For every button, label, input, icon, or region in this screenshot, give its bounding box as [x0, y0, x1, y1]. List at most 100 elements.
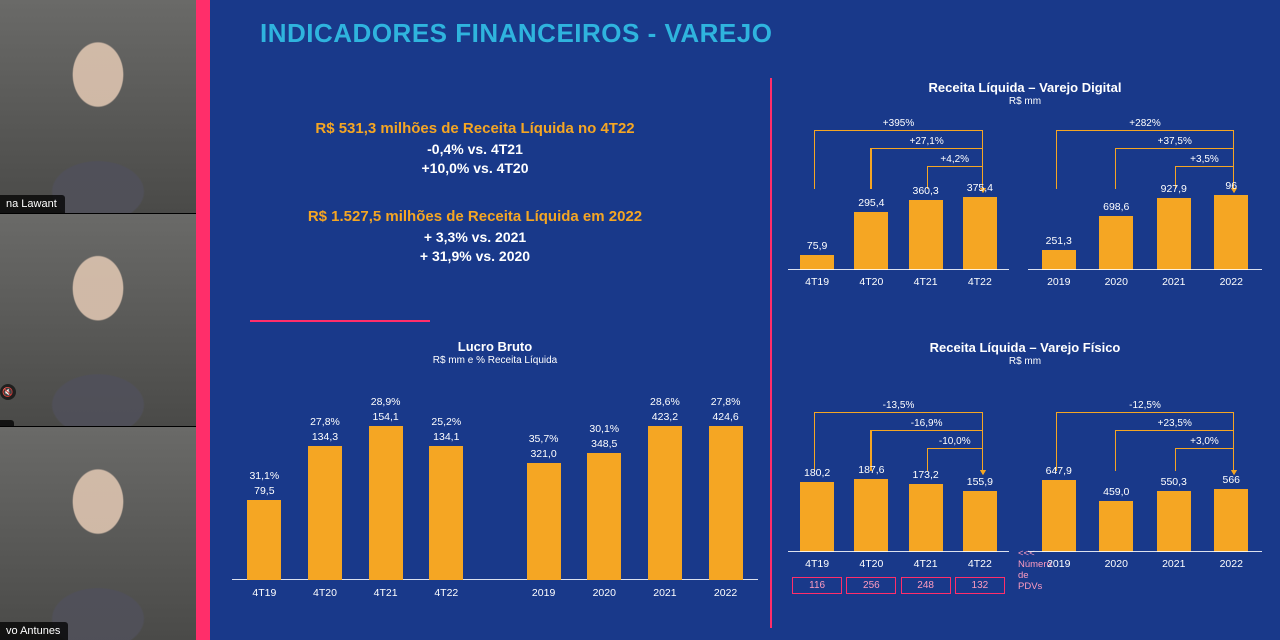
bar: 155,9	[956, 476, 1004, 552]
participants-panel: 🔇 na Lawant 🔇 🔇 vo Antunes	[0, 0, 196, 640]
bar-value: 423,2	[652, 411, 678, 423]
bar-value: 155,9	[967, 476, 993, 488]
bar: 375,4	[956, 182, 1004, 270]
bar-value: 295,4	[858, 197, 884, 209]
growth-bracket: -13,5%	[814, 412, 983, 413]
metric-line: + 31,9% vs. 2020	[260, 247, 690, 266]
bar-pct: 35,7%	[529, 433, 559, 445]
slide-title: INDICADORES FINANCEIROS - VAREJO	[260, 18, 772, 49]
chart-subtitle: R$ mm e % Receita Líquida	[230, 355, 760, 366]
bar-value: 173,2	[912, 469, 938, 481]
bar-label: 4T22	[956, 558, 1004, 570]
growth-bracket: +27,1%	[870, 148, 983, 149]
bar: 180,2	[793, 467, 841, 552]
growth-label: +27,1%	[910, 136, 944, 147]
pdv-cell: 116	[792, 577, 842, 594]
growth-label: -13,5%	[883, 400, 915, 411]
pdv-cell: 256	[846, 577, 896, 594]
bar-label: 4T19	[793, 558, 841, 570]
bar: 187,6	[847, 464, 895, 552]
bar-label: 4T19	[793, 276, 841, 288]
metrics-text-block: R$ 531,3 milhões de Receita Líquida no 4…	[260, 120, 690, 266]
bar-value: 79,5	[254, 485, 274, 497]
growth-bracket: -16,9%	[870, 430, 983, 431]
bar-value: 566	[1222, 474, 1240, 486]
section-subtitle-digital: R$ mm	[786, 96, 1264, 107]
bar-label: 2021	[1150, 558, 1198, 570]
participant-tile[interactable]: 🔇	[0, 214, 196, 428]
bar-label: 4T21	[374, 587, 398, 599]
growth-label: +37,5%	[1158, 136, 1192, 147]
bar-label: 4T22	[434, 587, 458, 599]
bar-pct: 28,6%	[650, 396, 680, 408]
bar: 75,9	[793, 240, 841, 270]
bar-label: 2020	[1092, 276, 1140, 288]
lucro-bruto-chart: Lucro Bruto R$ mm e % Receita Líquida 31…	[230, 335, 760, 625]
bar-value: 375,4	[967, 182, 993, 194]
bar: 566	[1207, 474, 1255, 552]
bar-value: 550,3	[1161, 476, 1187, 488]
bar-label: 4T20	[847, 276, 895, 288]
bar-label: 4T20	[847, 558, 895, 570]
growth-bracket: +3,0%	[1175, 448, 1235, 449]
bar: 31,1%79,5	[240, 470, 288, 580]
participant-name: na Lawant	[0, 195, 65, 213]
bar-value: 698,6	[1103, 201, 1129, 213]
participant-name: vo Antunes	[0, 622, 68, 640]
metric-line: +10,0% vs. 4T20	[260, 159, 690, 178]
bar-value: 134,3	[312, 431, 338, 443]
bar-pct: 30,1%	[589, 423, 619, 435]
participant-name	[0, 420, 14, 426]
bar-label: 2019	[1035, 276, 1083, 288]
bar-value: 251,3	[1046, 235, 1072, 247]
growth-bracket: +37,5%	[1115, 148, 1234, 149]
pdv-cell: 248	[901, 577, 951, 594]
bar-label: 2021	[653, 587, 676, 599]
section-subtitle-fisico: R$ mm	[786, 356, 1264, 367]
bar-label: 2019	[532, 587, 555, 599]
bar-value: 927,9	[1161, 183, 1187, 195]
bar-pct: 28,9%	[371, 396, 401, 408]
bar-pct: 25,2%	[431, 416, 461, 428]
participant-tile[interactable]: 🔇 vo Antunes	[0, 427, 196, 640]
bar: 550,3	[1150, 476, 1198, 552]
participant-tile[interactable]: 🔇 na Lawant	[0, 0, 196, 214]
bar: 27,8% 424,6	[702, 396, 750, 580]
bar: 647,9	[1035, 465, 1083, 552]
bar: 927,9	[1150, 183, 1198, 270]
divider-bar	[196, 0, 210, 640]
bar-label: 4T20	[313, 587, 337, 599]
pdv-cell: 132	[955, 577, 1005, 594]
bar: 360,3	[902, 185, 950, 270]
bar-value: 647,9	[1046, 465, 1072, 477]
bar-value: 180,2	[804, 467, 830, 479]
participant-video-placeholder	[0, 427, 196, 640]
shared-slide: INDICADORES FINANCEIROS - VAREJO R$ 531,…	[210, 0, 1280, 640]
bar: 295,4	[847, 197, 895, 270]
growth-label: -12,5%	[1129, 400, 1161, 411]
bar-value: 424,6	[712, 411, 738, 423]
bar: 28,9%154,1	[362, 396, 410, 580]
metric-headline-2: R$ 1.527,5 milhões de Receita Líquida em…	[260, 208, 690, 225]
bar-value: 134,1	[433, 431, 459, 443]
receita-fisico-annual-chart: -12,5%+23,5%+3,0% 647,9459,0550,3566 201…	[1026, 410, 1264, 570]
bar-value: 348,5	[591, 438, 617, 450]
bar-label: 2020	[593, 587, 616, 599]
bar: 251,3	[1035, 235, 1083, 270]
growth-bracket: +4,2%	[927, 166, 983, 167]
bar-value: 96	[1225, 180, 1237, 192]
participant-video-placeholder	[0, 0, 196, 213]
receita-fisico-quarterly-chart: -13,5%-16,9%-10,0% 180,2187,6173,2155,9 …	[786, 410, 1011, 570]
bar-value: 75,9	[807, 240, 827, 252]
growth-label: +3,0%	[1190, 436, 1219, 447]
bar-value: 321,0	[530, 448, 556, 460]
receita-digital-quarterly-chart: +395%+27,1%+4,2% 75,9295,4360,3375,4 4T1…	[786, 128, 1011, 288]
bar: 27,8%134,3	[301, 416, 349, 580]
bar-label: 2020	[1092, 558, 1140, 570]
growth-bracket: -12,5%	[1056, 412, 1235, 413]
bar-label: 2019	[1035, 558, 1083, 570]
bar-pct: 27,8%	[711, 396, 741, 408]
vertical-divider	[770, 78, 772, 628]
bar-label: 2022	[1207, 558, 1255, 570]
growth-label: -10,0%	[939, 436, 971, 447]
